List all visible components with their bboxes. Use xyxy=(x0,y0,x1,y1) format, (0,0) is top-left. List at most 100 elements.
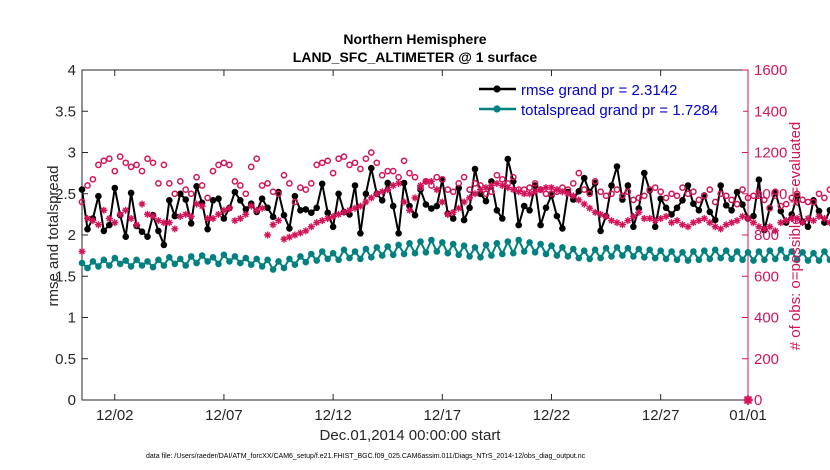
point-rmse xyxy=(722,202,730,209)
point-obs-possible xyxy=(247,163,255,171)
point-totalspread xyxy=(209,253,217,261)
point-obs-possible xyxy=(498,175,506,183)
point-rmse xyxy=(242,206,250,213)
point-rmse xyxy=(275,188,282,196)
point-totalspread xyxy=(302,258,310,266)
point-obs-evaluated xyxy=(253,206,261,214)
point-obs-possible xyxy=(395,173,402,181)
point-totalspread xyxy=(668,248,675,255)
point-obs-possible xyxy=(335,155,342,163)
point-rmse xyxy=(733,188,741,196)
point-obs-possible xyxy=(788,194,796,202)
point-totalspread xyxy=(641,253,648,261)
point-obs-evaluated xyxy=(449,208,457,216)
point-obs-evaluated xyxy=(345,206,353,214)
point-totalspread xyxy=(815,257,823,264)
point-obs-possible xyxy=(493,171,501,179)
point-obs-evaluated xyxy=(384,186,392,194)
point-totalspread xyxy=(133,256,140,264)
point-obs-possible xyxy=(668,190,675,198)
point-rmse xyxy=(728,207,735,214)
point-obs-evaluated xyxy=(646,215,654,222)
point-obs-evaluated xyxy=(165,219,173,227)
point-obs-possible xyxy=(739,186,746,193)
point-totalspread xyxy=(264,256,271,264)
point-totalspread xyxy=(313,257,321,264)
point-obs-possible xyxy=(771,188,779,196)
point-obs-evaluated xyxy=(182,210,190,218)
point-obs-possible xyxy=(286,180,293,187)
point-rmse xyxy=(657,195,664,202)
point-obs-possible xyxy=(100,157,108,165)
data-file-footer: data file: /Users/raeder/DAI/ATM_forcXX/… xyxy=(146,453,586,460)
legend-marker-totalspread xyxy=(493,105,501,113)
point-obs-evaluated xyxy=(553,186,561,194)
point-obs-evaluated xyxy=(209,215,217,222)
point-obs-evaluated xyxy=(214,210,222,218)
chart-title: Northern Hemisphere xyxy=(343,31,486,47)
point-totalspread xyxy=(580,247,588,254)
point-obs-evaluated xyxy=(280,235,288,243)
y-tick-label: 2 xyxy=(68,227,76,244)
point-totalspread xyxy=(559,244,566,251)
point-rmse xyxy=(515,221,522,229)
point-obs-possible xyxy=(531,180,539,187)
point-rmse xyxy=(455,184,463,192)
point-obs-evaluated xyxy=(455,204,463,212)
point-totalspread xyxy=(111,254,119,262)
point-totalspread xyxy=(308,250,315,258)
point-obs-evaluated xyxy=(367,194,375,202)
point-totalspread xyxy=(635,245,643,253)
point-obs-possible xyxy=(253,155,261,163)
y-tick-label: 3 xyxy=(68,145,76,162)
point-rmse xyxy=(84,225,91,233)
point-totalspread xyxy=(548,242,555,249)
point-obs-evaluated xyxy=(591,208,599,216)
point-obs-possible xyxy=(258,182,266,189)
point-obs-possible xyxy=(176,178,184,185)
point-totalspread xyxy=(149,263,157,271)
point-obs-evaluated xyxy=(116,210,124,218)
point-obs-possible xyxy=(89,175,97,183)
point-obs-possible xyxy=(755,190,763,198)
point-rmse xyxy=(324,209,332,216)
point-totalspread xyxy=(258,263,266,270)
point-rmse xyxy=(597,227,604,235)
point-totalspread xyxy=(575,254,583,262)
point-obs-possible xyxy=(744,194,752,202)
point-obs-possible xyxy=(111,167,119,175)
point-obs-evaluated xyxy=(416,182,424,189)
point-rmse xyxy=(711,216,719,224)
legend-label-rmse: rmse grand pr = 2.3142 xyxy=(521,82,677,99)
point-obs-evaluated xyxy=(302,227,310,235)
point-rmse xyxy=(542,204,550,212)
point-obs-possible xyxy=(635,194,643,202)
point-obs-possible xyxy=(640,192,648,200)
point-obs-evaluated xyxy=(739,212,747,220)
point-totalspread xyxy=(253,255,260,263)
point-obs-evaluated xyxy=(537,186,545,194)
chart-subtitle: LAND_SFC_ALTIMETER @ 1 surface xyxy=(293,49,538,65)
point-obs-evaluated xyxy=(689,219,697,227)
point-totalspread xyxy=(477,253,484,261)
point-obs-evaluated xyxy=(356,202,364,210)
point-obs-evaluated xyxy=(411,194,419,202)
point-rmse xyxy=(422,201,430,208)
point-obs-evaluated xyxy=(242,210,250,218)
point-totalspread xyxy=(166,253,173,261)
point-obs-evaluated xyxy=(515,188,523,196)
point-rmse xyxy=(237,197,244,204)
point-totalspread xyxy=(433,248,441,255)
point-obs-possible xyxy=(706,186,714,193)
point-obs-possible xyxy=(149,159,157,167)
point-obs-evaluated xyxy=(78,248,86,255)
point-rmse xyxy=(739,201,746,208)
point-obs-evaluated xyxy=(389,182,397,189)
point-totalspread xyxy=(520,248,528,255)
point-obs-possible xyxy=(679,184,686,191)
point-obs-evaluated xyxy=(728,219,736,227)
x-tick-label: 12/17 xyxy=(424,407,462,424)
point-obs-possible xyxy=(482,190,490,198)
point-rmse xyxy=(378,197,386,204)
